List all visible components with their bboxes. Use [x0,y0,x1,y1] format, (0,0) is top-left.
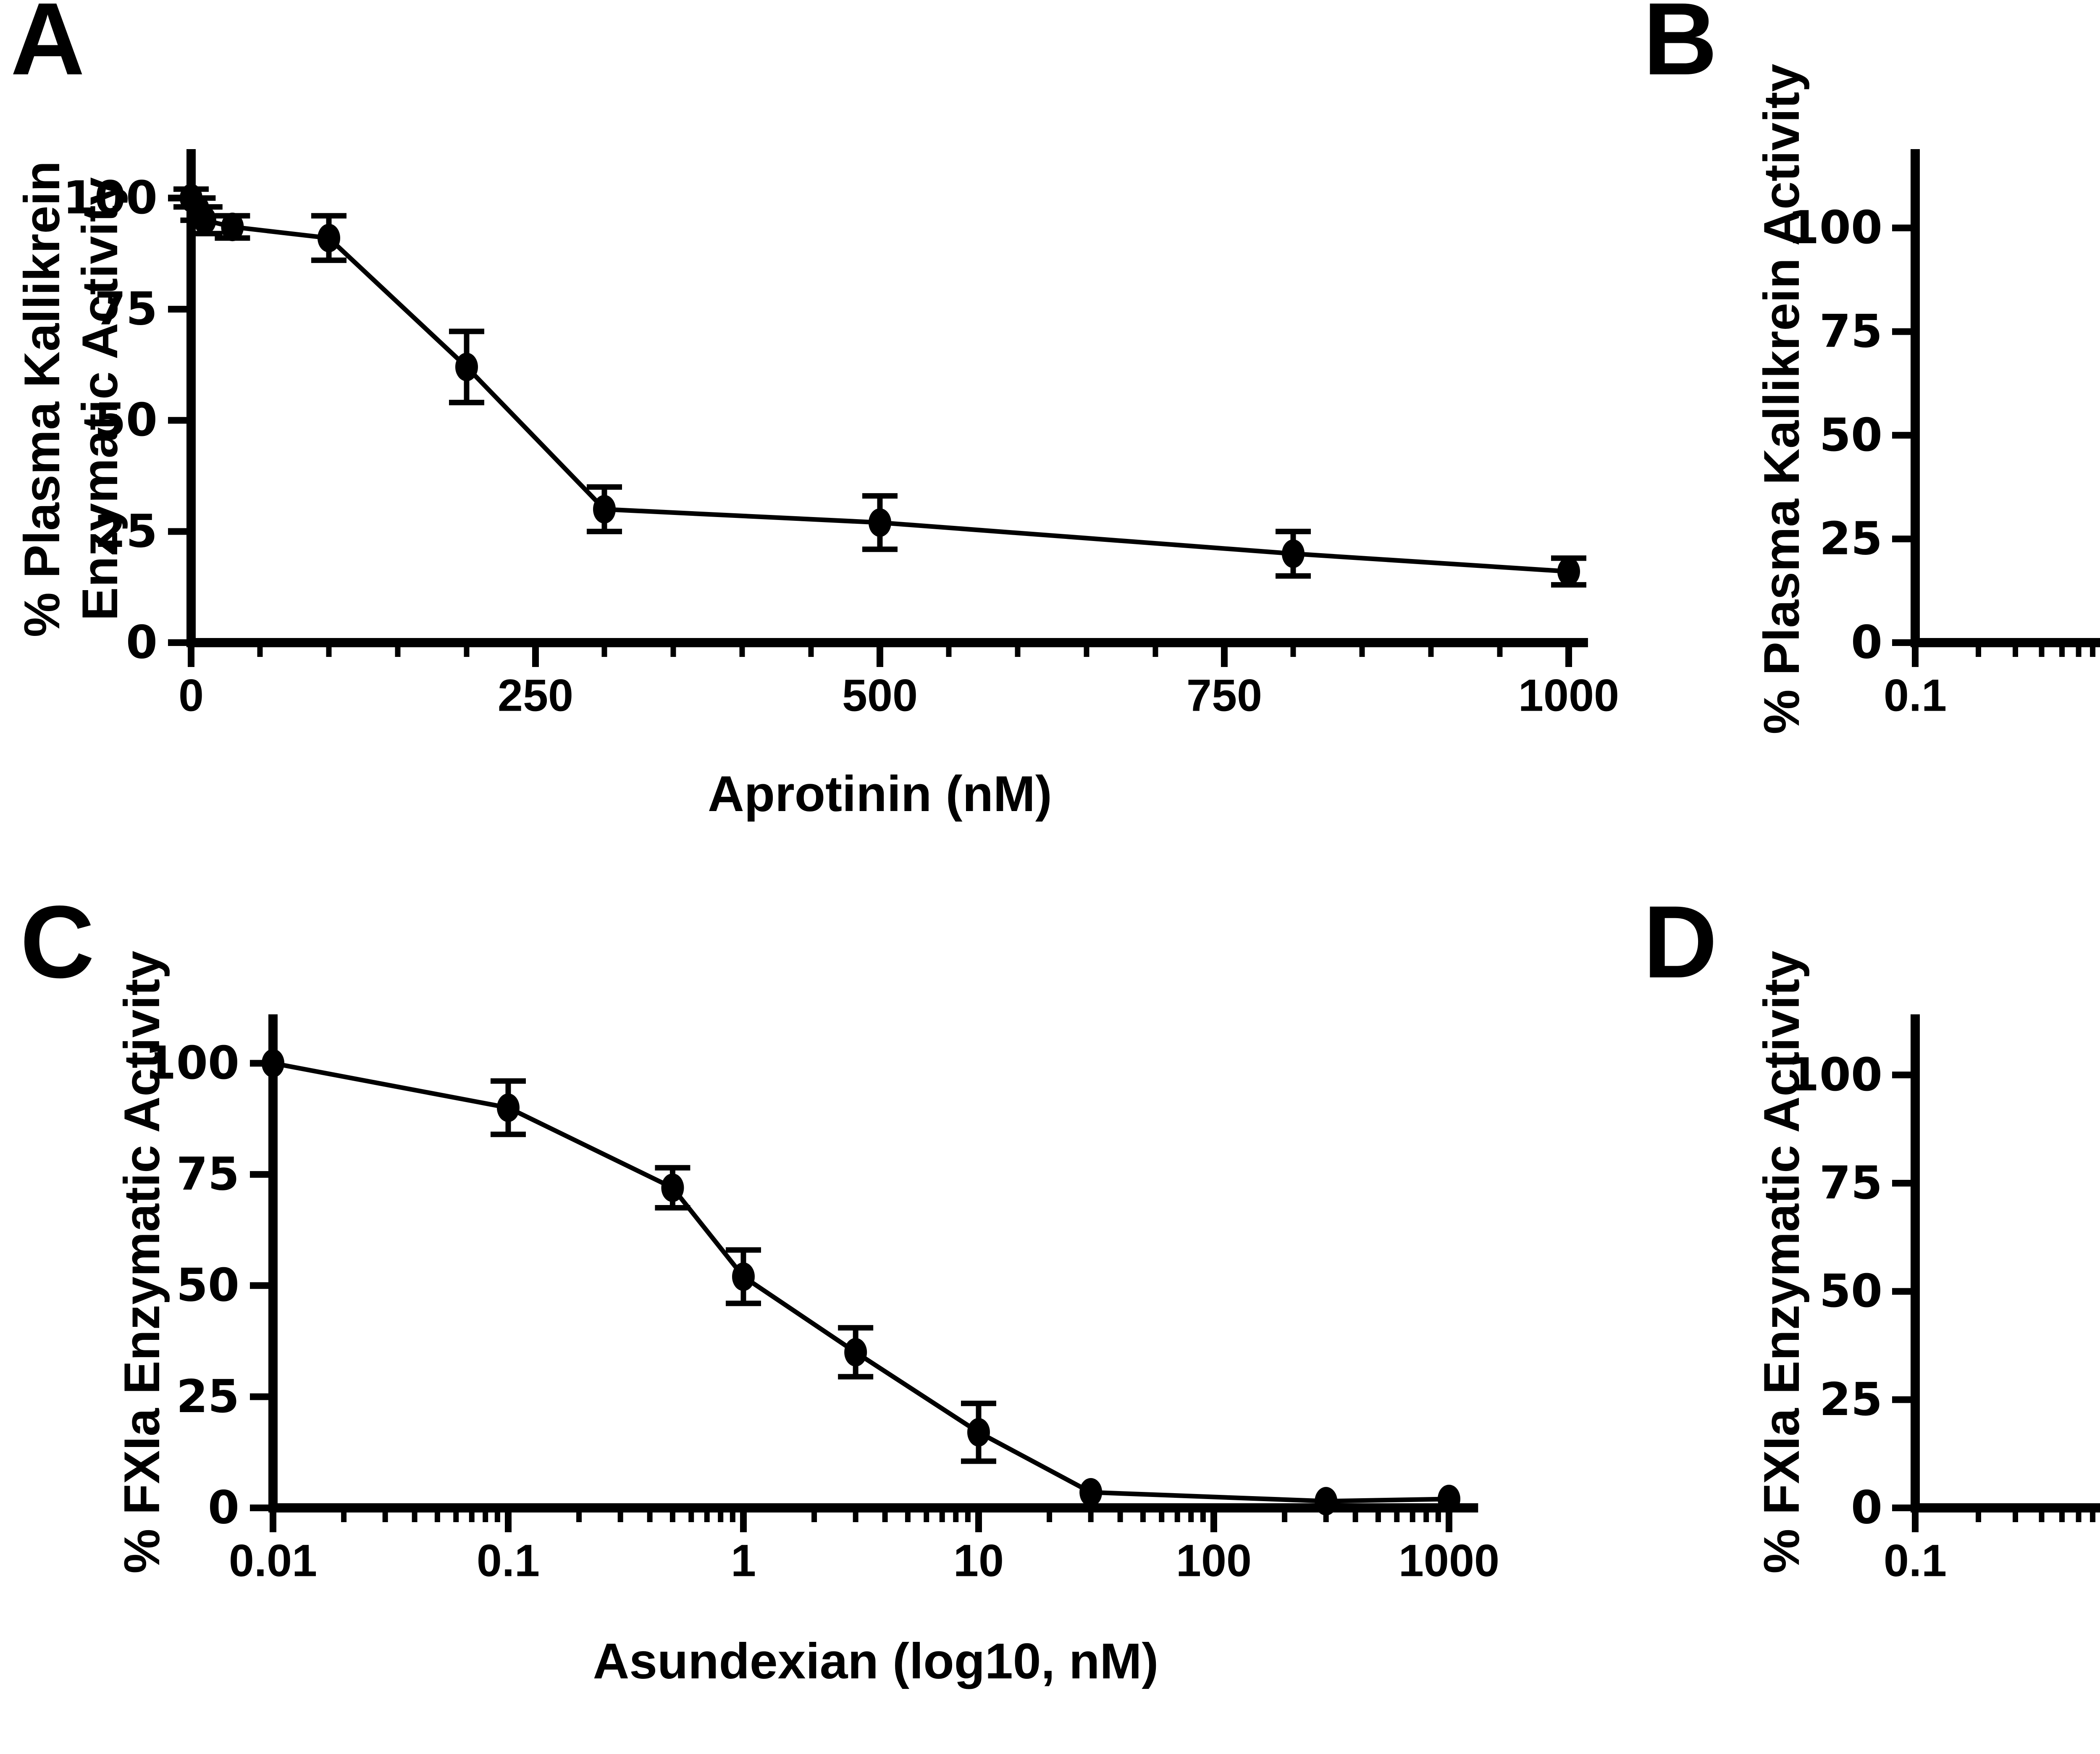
circle-marker [661,1173,684,1202]
panel-c-letter: C [20,884,94,999]
y-tick-label: 50 [1819,1265,1882,1318]
y-tick-label: 25 [1819,1373,1882,1426]
x-tick-label: 250 [498,670,573,721]
circle-marker [262,1049,284,1078]
panel-A: 0 250 500 750 1000 0 25 50 75 100 Aprotinin (nM) % … [14,149,1619,822]
y-tick-label: 75 [1819,1157,1882,1209]
y-tick-label: 100 [1788,1049,1882,1101]
series-layer [173,184,1586,588]
y-axis-title: % FXIa Enzymatic Activity [114,951,170,1573]
y-tick-label: 0 [208,1482,239,1534]
y-axis-title: % FXIa Enzymatic Activity [1754,951,1810,1573]
circle-marker [1438,1484,1460,1513]
circle-marker [455,352,478,381]
x-tick-label: 0.1 [1884,1535,1947,1586]
series-line [272,1061,1449,1504]
circle-marker [844,1338,867,1367]
y-tick-label: 50 [94,394,158,446]
x-axis-title: Asundexian (log10, nM) [593,1633,1159,1689]
y-axis-title: % Plasma Kallikrein Activity [1754,64,1810,735]
x-tick-label: 1 [731,1535,756,1586]
circle-marker [1557,557,1580,586]
circle-marker [1315,1487,1338,1516]
series-line-Asundexian [272,1061,1449,1504]
circle-marker [1079,1478,1102,1507]
y-tick-label: 75 [1819,305,1882,358]
x-tick-label: 750 [1186,670,1262,721]
y-tick-label: 75 [94,283,158,336]
circle-marker [967,1418,990,1447]
y-tick-label: 75 [176,1148,239,1201]
panel-C: 0.01 0.1 1 10 100 1000 0 25 50 75 100 Asundexian (l… [114,951,1499,1689]
circle-marker [497,1093,520,1122]
y-axis-title: Enzymatic Activity [72,177,128,621]
series-markers-Aprotinin [180,184,1580,586]
y-tick-label: 0 [1851,1482,1882,1534]
y-tick-label: 25 [94,505,158,558]
y-tick-label: 25 [176,1371,239,1423]
y-tick-label: 100 [145,1037,239,1090]
panel-d-letter: D [1643,884,1717,999]
panel-b-letter: B [1643,0,1717,96]
x-tick-label: 0.1 [477,1535,540,1586]
x-tick-label: 100 [1176,1535,1252,1586]
y-tick-label: 25 [1819,513,1882,565]
axes: 0.01 0.1 1 10 100 1000 0 25 50 75 100 [145,1014,1499,1586]
circle-marker [318,223,340,252]
y-tick-label: 0 [126,617,158,669]
y-tick-label: 0 [1851,617,1882,669]
x-tick-label: 10 [953,1535,1004,1586]
circle-marker [193,206,216,235]
y-tick-label: 50 [1819,409,1882,462]
x-tick-label: 0.01 [229,1535,317,1586]
y-tick-label: 100 [1788,202,1882,254]
circle-marker [221,213,244,242]
x-tick-label: 0 [178,670,204,721]
y-tick-label: 100 [63,172,158,224]
circle-marker [732,1262,755,1291]
x-axis-title: Aprotinin (nM) [708,766,1052,822]
panel-a-letter: A [10,0,85,96]
y-axis-title: % Plasma Kallikrein [14,161,70,637]
x-tick-label: 500 [842,670,918,721]
y-tick-label: 50 [176,1259,239,1312]
circle-marker [1282,539,1305,568]
series-layer [262,1049,1460,1516]
series-markers-Asundexian [262,1049,1460,1516]
x-tick-label: 1000 [1518,670,1619,721]
circle-marker [869,508,891,537]
x-tick-label: 1000 [1399,1535,1499,1586]
x-tick-label: 0.1 [1884,670,1947,721]
circle-marker [593,495,616,524]
